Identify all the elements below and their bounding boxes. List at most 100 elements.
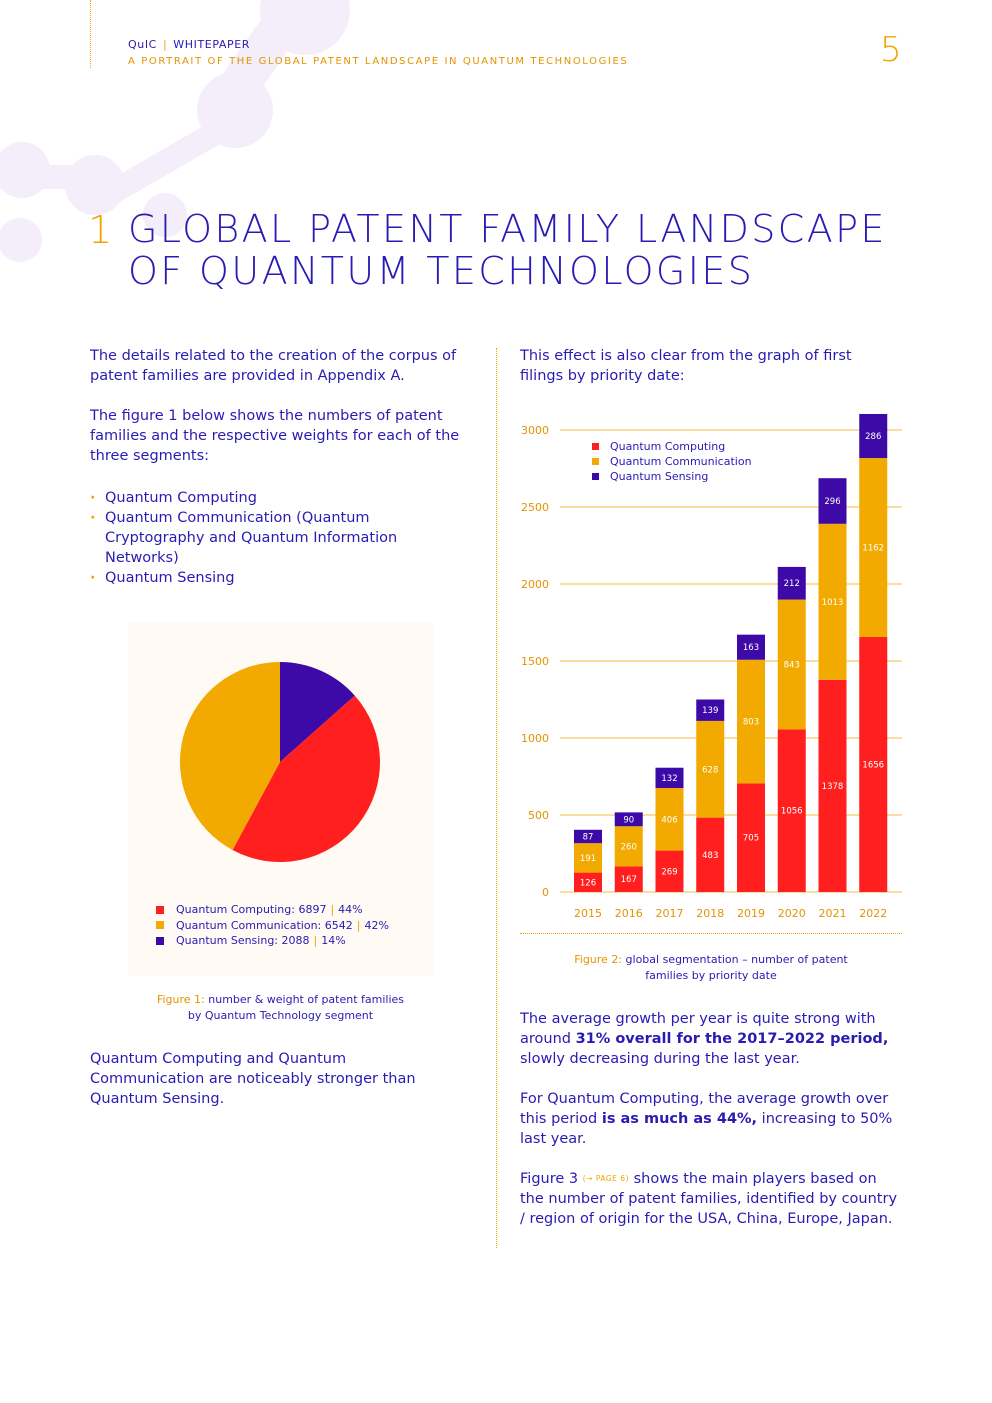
legend-item-computing: Quantum Computing: 6897 | 44% xyxy=(156,902,389,918)
bar-segment-quantum-sensing xyxy=(859,413,888,459)
data-label: 212 xyxy=(784,579,800,589)
data-label: 87 xyxy=(583,832,594,842)
bar-segment-quantum-computing xyxy=(614,866,643,892)
text-span: increasing to 50% last year. xyxy=(520,1111,893,1147)
caption-text: number & weight of patent families xyxy=(208,993,405,1006)
data-label: 167 xyxy=(621,875,637,885)
y-tick-label: 1000 xyxy=(521,732,549,745)
list-item: Quantum Computing xyxy=(90,488,470,508)
y-tick-label: 3000 xyxy=(521,424,549,437)
x-tick-label: 2016 xyxy=(615,907,643,920)
pie-slice-quantum-computing xyxy=(232,695,381,862)
doc-type: WHITEPAPER xyxy=(173,38,251,51)
list-item: Quantum Sensing xyxy=(90,568,470,588)
data-label: 260 xyxy=(621,842,637,852)
data-label: 163 xyxy=(743,643,759,653)
bar-segment-quantum-sensing xyxy=(696,699,725,721)
bar-segment-quantum-communication xyxy=(818,523,847,680)
caption-text: families by priority date xyxy=(645,969,777,982)
bar-segment-quantum-sensing xyxy=(655,767,684,789)
data-label: 269 xyxy=(661,867,677,877)
legend-swatch xyxy=(592,443,599,450)
text-span: For Quantum Computing, the average growt… xyxy=(520,1091,889,1127)
left-paragraph-3: Quantum Computing and Quantum Communicat… xyxy=(90,1051,416,1107)
left-paragraph-1: The details related to the creation of t… xyxy=(90,348,457,384)
data-label: 1378 xyxy=(822,782,844,792)
pie-legend: Quantum Computing: 6897 | 44% Quantum Comm… xyxy=(156,902,389,949)
header-brand-line: QuIC | WHITEPAPER xyxy=(128,38,251,51)
data-label: 126 xyxy=(580,878,596,888)
legend-label: Quantum Communication xyxy=(610,455,752,468)
molecule-decoration xyxy=(0,0,350,262)
right-paragraph-1: The average growth per year is quite str… xyxy=(520,1009,900,1069)
x-tick-label: 2018 xyxy=(696,907,724,920)
figure1-caption: Figure 1: number & weight of patent fami… xyxy=(128,992,433,1024)
brand-name: QuIC xyxy=(128,38,157,51)
right-paragraph-3: Figure 3 (→ PAGE 6) shows the main playe… xyxy=(520,1169,900,1229)
text-span: The average growth per year is quite str… xyxy=(520,1011,876,1047)
chart-divider xyxy=(520,933,902,934)
right-intro: This effect is also clear from the graph… xyxy=(520,348,852,384)
text-span: shows the main players based on the numb… xyxy=(520,1171,898,1227)
bar-segment-quantum-communication xyxy=(737,659,765,784)
legend-label: Quantum Computing: 6897 xyxy=(176,903,327,916)
page-number: 5 xyxy=(880,30,902,70)
y-tick-label: 500 xyxy=(528,809,549,822)
bar-segment-quantum-sensing xyxy=(574,829,602,844)
stacked-bar-chart: 0 500 1000 1500 2000 2500 3000 126 191 87 2015 167 2… xyxy=(521,413,902,920)
emphasis-text: 31% overall for the 2017–2022 period, xyxy=(575,1031,889,1047)
pie-slice-quantum-sensing xyxy=(280,662,355,762)
bar-segment-quantum-communication xyxy=(696,720,725,818)
data-label: 406 xyxy=(661,815,677,825)
legend-label: Quantum Sensing: 2088 xyxy=(176,934,310,947)
pie-chart xyxy=(180,662,381,862)
figure-label: Figure 1: xyxy=(156,993,205,1006)
x-tick-label: 2019 xyxy=(737,907,765,920)
legend-item-communication: Quantum Communication: 6542 | 42% xyxy=(156,918,389,934)
bar-segment-quantum-sensing xyxy=(737,634,765,660)
right-paragraph-2: For Quantum Computing, the average growt… xyxy=(520,1089,900,1149)
y-tick-label: 0 xyxy=(542,886,549,899)
data-label: 803 xyxy=(743,718,759,728)
left-paragraph-2: The figure 1 below shows the numbers of … xyxy=(90,408,460,464)
x-tick-label: 2022 xyxy=(859,907,887,920)
data-label: 296 xyxy=(824,497,840,507)
bar-segment-quantum-computing xyxy=(737,783,765,892)
bar-segment-quantum-sensing xyxy=(818,478,847,524)
legend-swatch xyxy=(592,458,599,465)
header-rule xyxy=(90,0,91,68)
bar-segment-quantum-computing xyxy=(696,817,725,892)
data-label: 483 xyxy=(702,851,718,861)
list-item: Quantum Communication (Quantum Cryptogra… xyxy=(90,508,470,568)
y-tick-label: 2000 xyxy=(521,578,549,591)
legend-label: Quantum Communication: 6542 xyxy=(176,918,353,932)
bar-segment-quantum-sensing xyxy=(614,812,643,827)
data-label: 1013 xyxy=(822,598,844,608)
legend-swatch xyxy=(156,905,164,914)
figure2-caption: Figure 2: global segmentation – number o… xyxy=(520,952,902,984)
legend-swatch xyxy=(592,473,599,480)
bar-segment-quantum-computing xyxy=(818,679,847,892)
data-label: 1656 xyxy=(862,760,884,770)
x-tick-label: 2015 xyxy=(574,907,602,920)
data-label: 628 xyxy=(702,765,718,775)
text-span: slowly decreasing during the last year. xyxy=(520,1051,800,1067)
section-title-line1: GLOBAL PATENT FAMILY LANDSCAPE xyxy=(128,207,887,251)
data-label: 286 xyxy=(865,432,881,442)
x-tick-label: 2021 xyxy=(819,907,847,920)
legend-swatch xyxy=(156,921,164,930)
legend-swatch xyxy=(156,936,164,945)
bar-segment-quantum-communication xyxy=(574,843,602,873)
bar-segment-quantum-communication xyxy=(859,458,888,637)
data-label: 843 xyxy=(784,660,800,670)
page-reference-link[interactable]: (→ PAGE 6) xyxy=(582,1174,629,1183)
bar-segment-quantum-computing xyxy=(655,850,684,892)
legend-label: Quantum Sensing xyxy=(610,470,708,483)
data-label: 132 xyxy=(661,774,677,784)
segment-list: Quantum Computing Quantum Communication … xyxy=(90,488,470,588)
data-label: 191 xyxy=(580,854,596,864)
column-divider xyxy=(496,348,497,1248)
caption-text: by Quantum Technology segment xyxy=(187,1009,374,1022)
data-label: 705 xyxy=(743,834,759,844)
legend-pct: 42% xyxy=(364,918,389,932)
